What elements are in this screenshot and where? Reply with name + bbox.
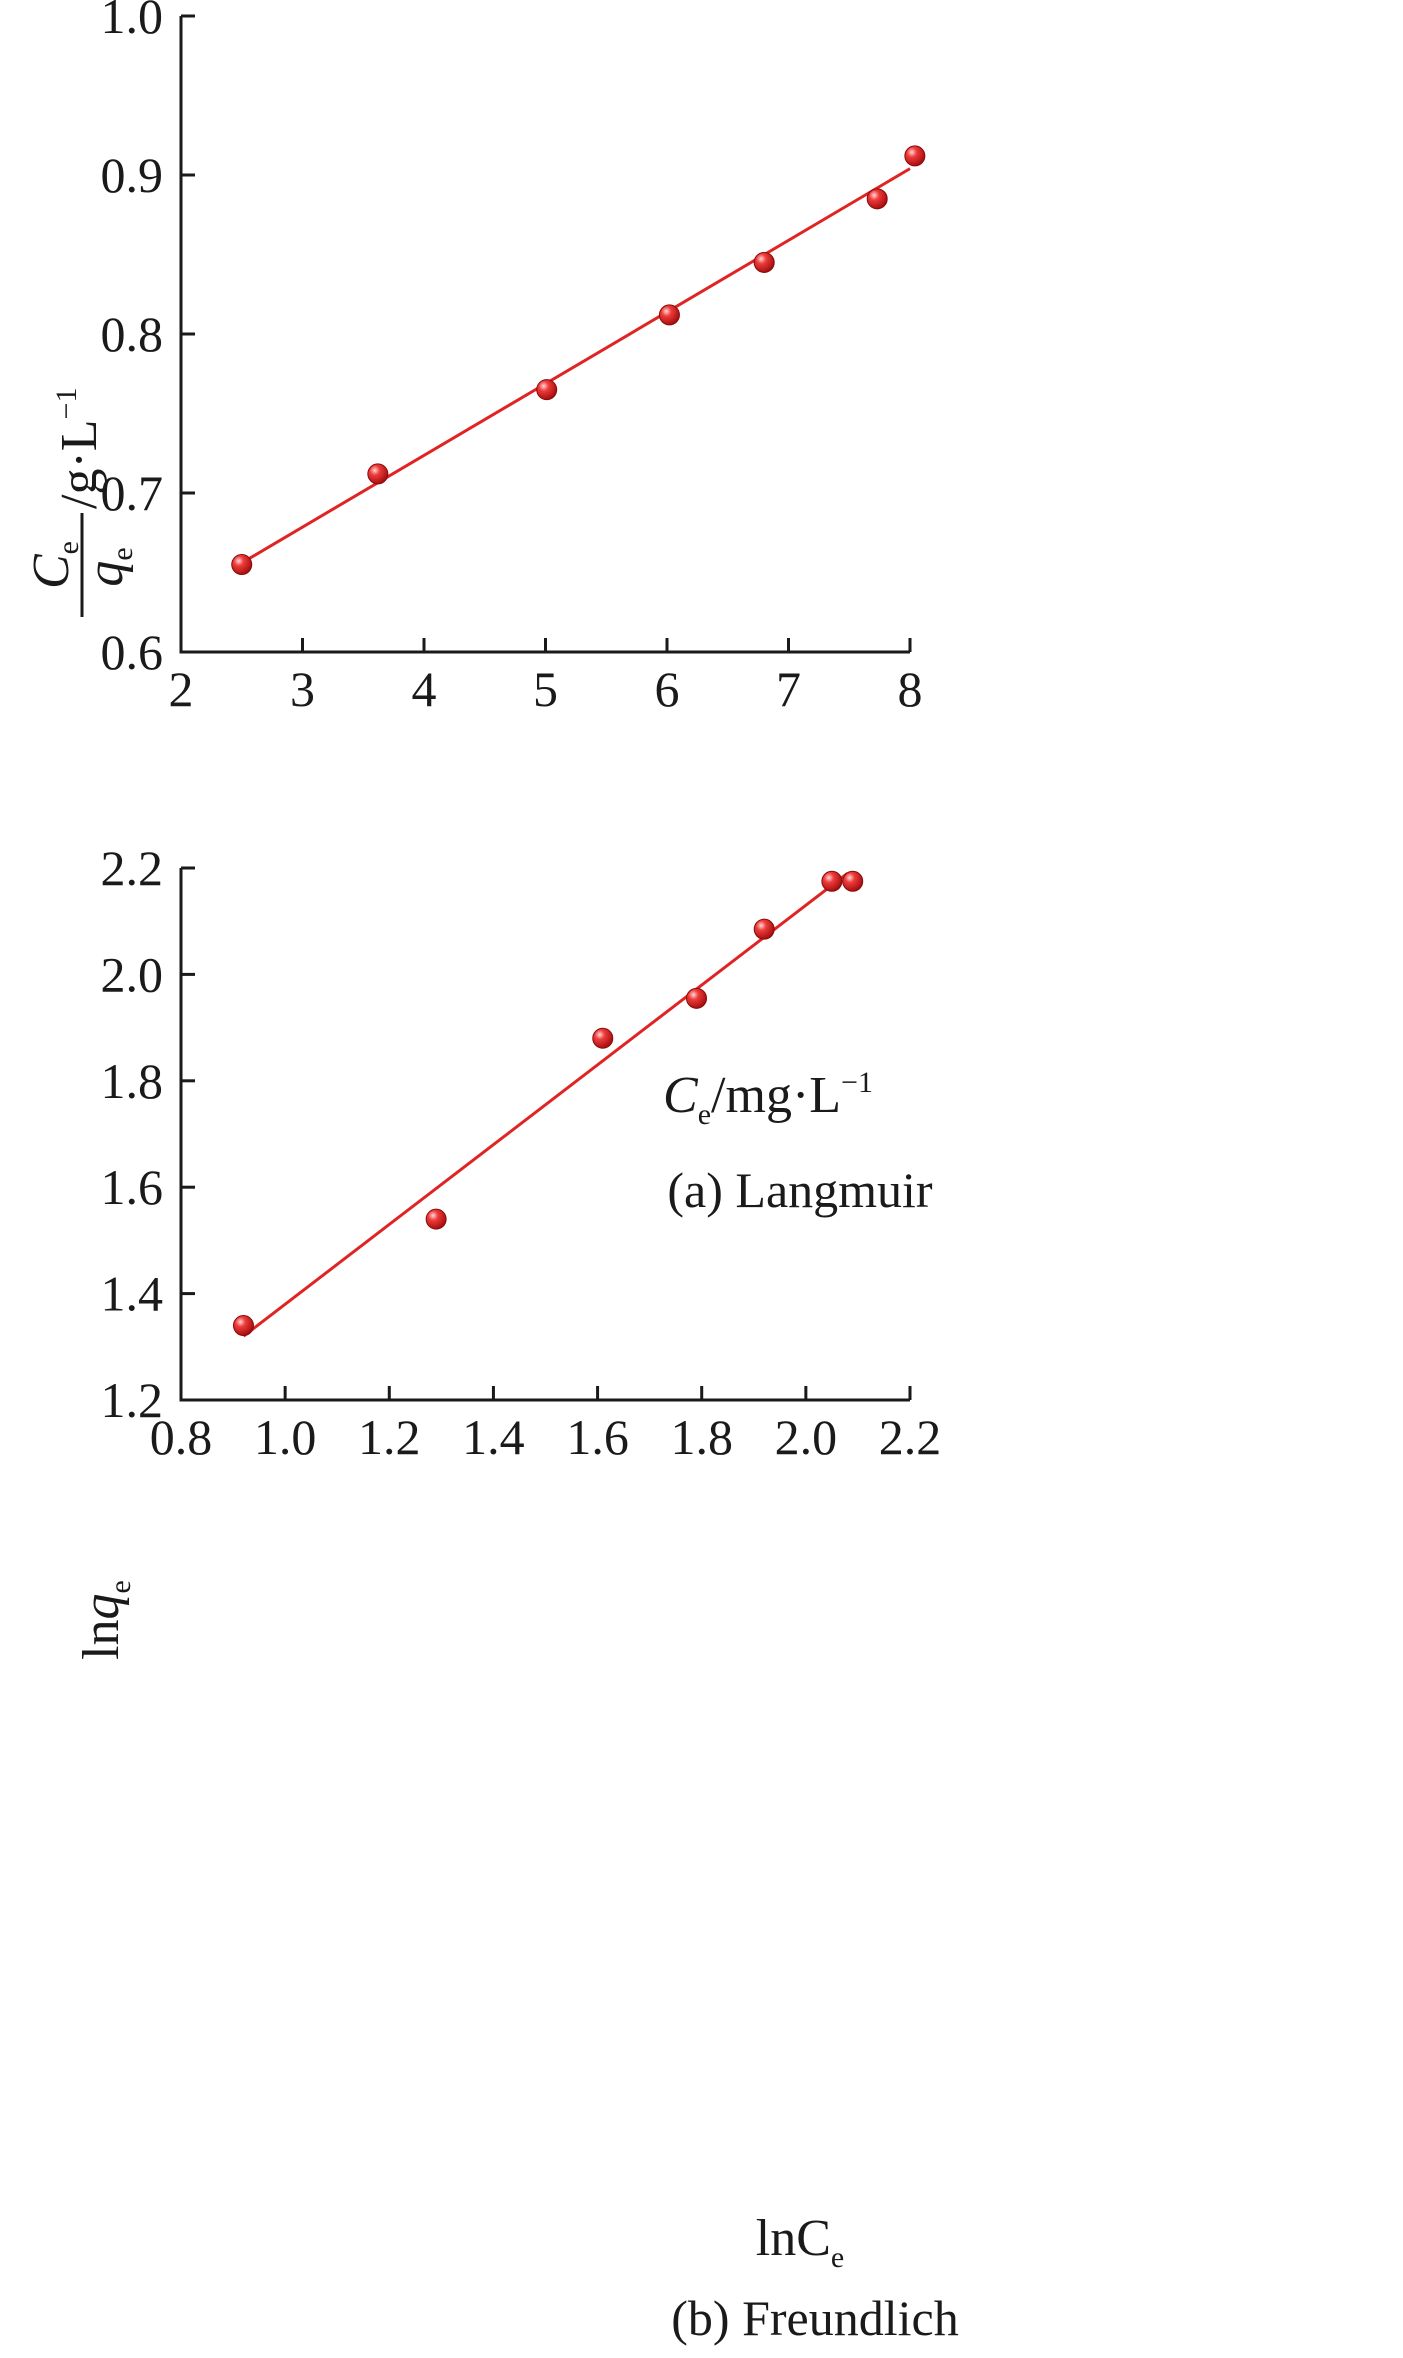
freundlich-points (232, 870, 864, 1337)
langmuir-chart: 2 3 4 5 6 7 8 0.6 0.7 0.8 0.9 1.0 Ce/mg·L−1 Ce qe … (23, 0, 933, 1218)
langmuir-data-point (536, 379, 558, 401)
langmuir-x-ticks: 2 3 4 5 6 7 8 (169, 638, 923, 717)
freundlich-x-ticks: 0.8 1.0 1.2 1.4 1.6 1.8 2.0 2.2 (150, 1386, 942, 1465)
freundlich-chart: 0.8 1.0 1.2 1.4 1.6 1.8 2.0 2.2 1.2 1.4 1.6 1.8 2.0… (73, 840, 959, 2346)
langmuir-axes (179, 16, 910, 654)
freundlich-fit-line (242, 872, 849, 1338)
freundlich-y-tick-label: 1.4 (101, 1266, 164, 1322)
freundlich-data-point (592, 1027, 614, 1049)
langmuir-points (231, 145, 926, 576)
freundlich-x-tick-label: 1.8 (670, 1409, 733, 1465)
freundlich-caption: (b) Freundlich (671, 2290, 958, 2346)
freundlich-x-tick-label: 1.6 (566, 1409, 629, 1465)
langmuir-data-point (658, 304, 680, 326)
svg-text:Ce: Ce (23, 541, 85, 589)
langmuir-data-point (231, 554, 253, 576)
langmuir-x-tick-label: 3 (290, 661, 315, 717)
langmuir-regression-line (240, 167, 911, 565)
langmuir-data-point (866, 188, 888, 210)
freundlich-y-tick-label: 2.2 (101, 840, 164, 896)
freundlich-y-tick-label: 2.0 (101, 946, 164, 1002)
langmuir-y-axis-label: Ce qe /g·L−1 (23, 388, 139, 617)
langmuir-x-axis-label: Ce/mg·L−1 (663, 1066, 873, 1131)
langmuir-y-tick-label: 0.6 (101, 624, 164, 680)
langmuir-x-tick-label: 7 (776, 661, 801, 717)
svg-text:qe: qe (77, 547, 139, 586)
langmuir-y-tick-label: 1.0 (101, 0, 164, 44)
freundlich-data-point (821, 870, 843, 892)
svg-text:/g·L−1: /g·L−1 (50, 388, 108, 509)
freundlich-data-point (842, 870, 864, 892)
freundlich-x-tick-label: 2.0 (775, 1409, 838, 1465)
langmuir-x-tick-label: 2 (169, 661, 194, 717)
langmuir-x-tick-label: 5 (533, 661, 558, 717)
langmuir-y-ticks: 0.6 0.7 0.8 0.9 1.0 (101, 0, 195, 680)
freundlich-x-axis-label: lnCe (756, 2210, 844, 2274)
langmuir-y-tick-label: 0.8 (101, 306, 164, 362)
freundlich-data-point (686, 987, 708, 1009)
freundlich-regression-line (242, 872, 849, 1338)
freundlich-y-tick-label: 1.6 (101, 1159, 164, 1215)
langmuir-x-tick-label: 4 (412, 661, 437, 717)
langmuir-y-tick-label: 0.7 (101, 465, 164, 521)
freundlich-x-tick-label: 0.8 (150, 1409, 213, 1465)
freundlich-y-tick-label: 1.8 (101, 1053, 164, 1109)
langmuir-x-tick-label: 6 (655, 661, 680, 717)
freundlich-data-point (232, 1315, 254, 1337)
freundlich-x-tick-label: 2.2 (879, 1409, 942, 1465)
freundlich-data-point (425, 1208, 447, 1230)
freundlich-y-ticks: 1.2 1.4 1.6 1.8 2.0 2.2 (101, 840, 195, 1428)
langmuir-y-tick-label: 0.9 (101, 147, 164, 203)
langmuir-data-point (753, 251, 775, 273)
freundlich-axes (179, 868, 910, 1402)
svg-text:lnqe: lnqe (73, 1580, 137, 1660)
freundlich-x-tick-label: 1.0 (254, 1409, 317, 1465)
langmuir-data-point (904, 145, 926, 167)
freundlich-y-axis-label: lnqe (73, 1580, 137, 1660)
langmuir-x-tick-label: 8 (898, 661, 923, 717)
langmuir-caption: (a) Langmuir (667, 1162, 933, 1218)
langmuir-data-point (367, 463, 389, 485)
freundlich-x-tick-label: 1.4 (462, 1409, 525, 1465)
freundlich-data-point (753, 918, 775, 940)
freundlich-x-tick-label: 1.2 (358, 1409, 421, 1465)
langmuir-fit-line (240, 167, 911, 565)
freundlich-y-tick-label: 1.2 (101, 1372, 164, 1428)
